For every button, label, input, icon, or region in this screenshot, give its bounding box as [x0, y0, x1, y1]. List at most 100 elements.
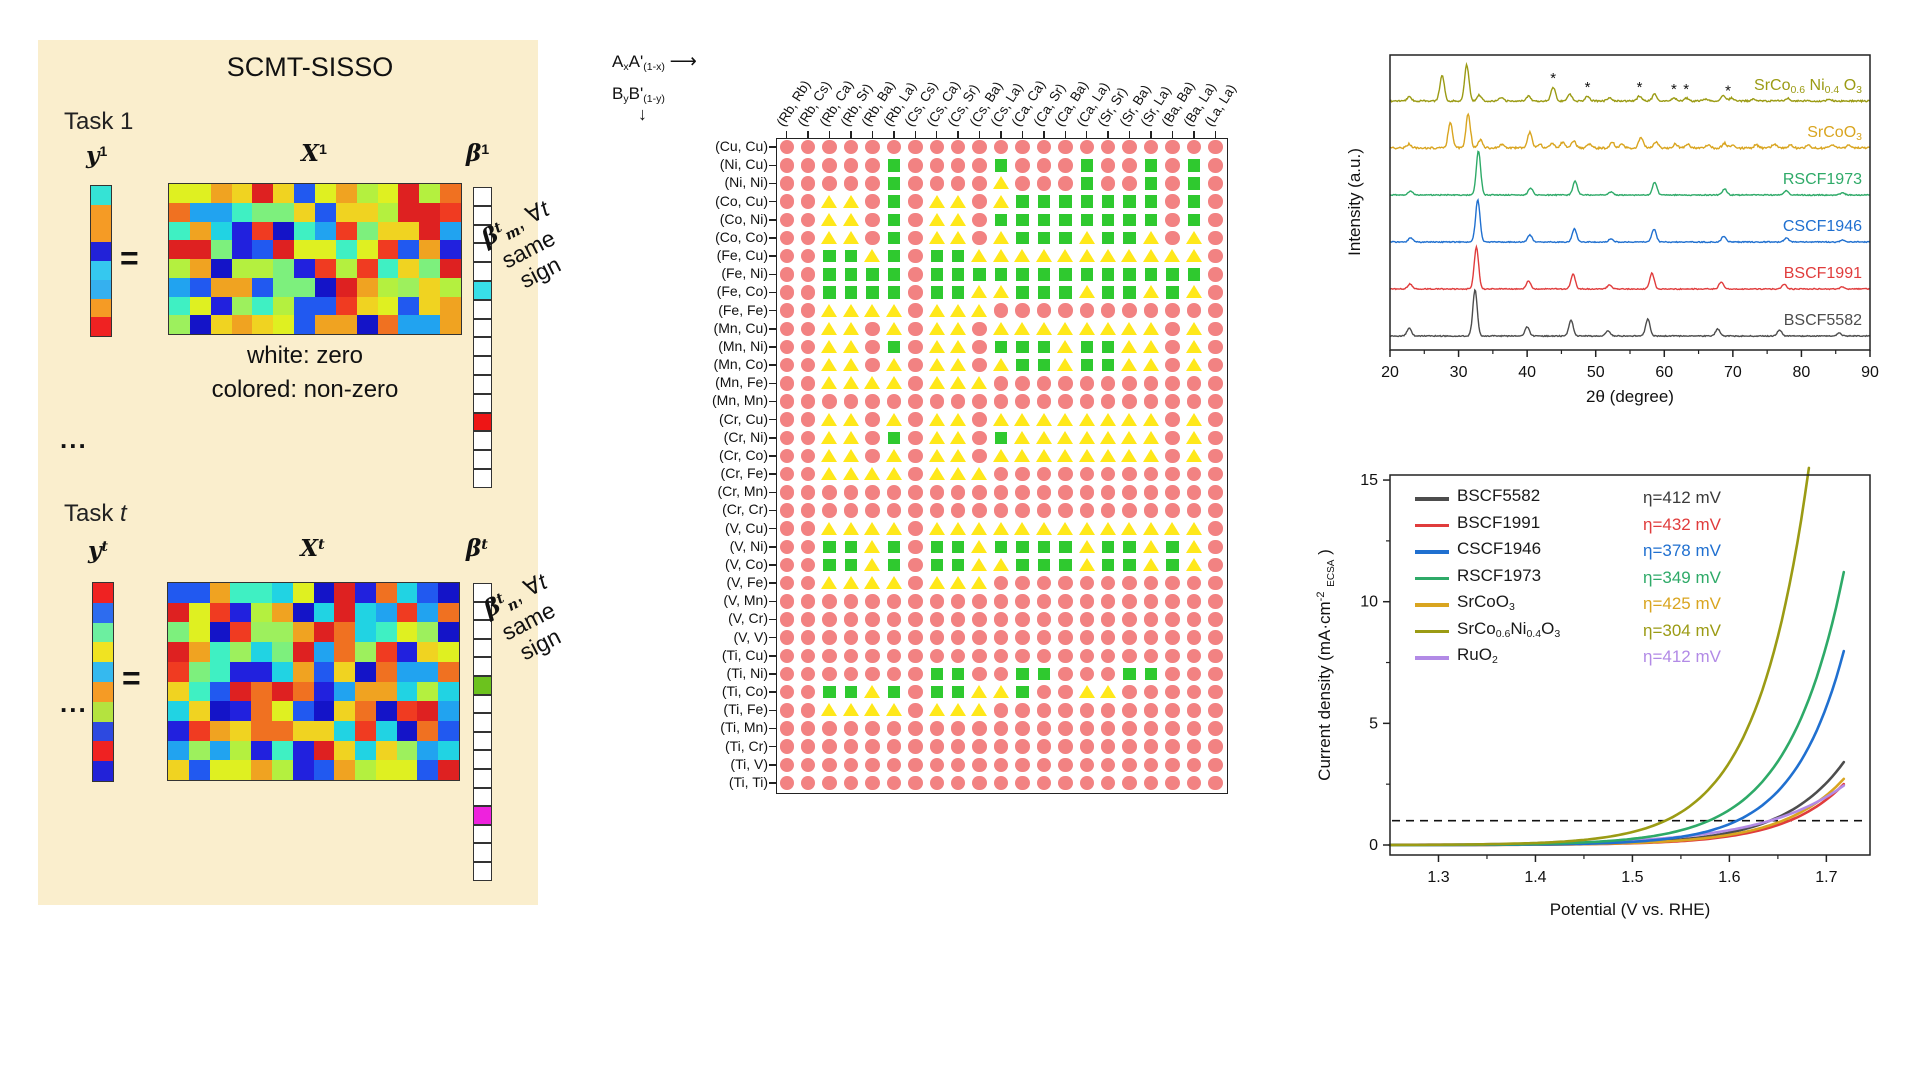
- row-tick: [769, 655, 776, 657]
- marker-red-circle: [950, 721, 966, 736]
- marker-red-circle: [908, 703, 923, 718]
- marker-green-square: [1080, 213, 1093, 227]
- marker-red-circle: [929, 775, 944, 791]
- marker-red-circle: [972, 721, 987, 736]
- beta-cell-zero: [473, 657, 492, 676]
- matrix-cell: [271, 681, 293, 702]
- matrix-cell: [188, 760, 210, 780]
- marker-red-circle: [1079, 612, 1094, 627]
- marker-yellow-triangle: [949, 339, 966, 353]
- matrix-cell: [271, 720, 293, 741]
- marker-yellow-triangle: [1185, 321, 1202, 335]
- marker-yellow-triangle: [842, 703, 859, 717]
- legend-row: SrCoO3 η=425 mV: [1415, 592, 1745, 619]
- marker-red-circle: [1079, 575, 1094, 591]
- taskt-x-matrix: [167, 582, 460, 781]
- matrix-cell: [356, 240, 378, 259]
- marker-yellow-triangle: [842, 448, 859, 462]
- marker-yellow-triangle: [1099, 430, 1116, 444]
- matrix-cell: [273, 259, 295, 278]
- beta-cell-zero: [473, 431, 492, 451]
- y-vector-cell: [93, 761, 113, 781]
- marker-red-circle: [1036, 176, 1052, 191]
- marker-green-square: [1101, 540, 1115, 554]
- marker-red-circle: [1208, 158, 1223, 173]
- marker-red-circle: [843, 757, 859, 773]
- marker-red-circle: [1122, 466, 1137, 482]
- marker-yellow-triangle: [864, 703, 881, 717]
- matrix-cell: [210, 277, 232, 297]
- marker-yellow-triangle: [928, 521, 945, 535]
- beta-cell-zero: [473, 713, 492, 732]
- marker-red-circle: [779, 321, 794, 337]
- row-tick: [769, 491, 776, 493]
- row-label: (Fe, Co): [716, 283, 768, 300]
- marker-yellow-triangle: [971, 539, 988, 553]
- legend-series-name: RSCF1973: [1457, 565, 1542, 585]
- marker-red-circle: [1208, 412, 1223, 427]
- marker-red-circle: [950, 485, 966, 500]
- marker-red-circle: [908, 485, 923, 500]
- marker-yellow-triangle: [1078, 230, 1095, 244]
- marker-red-circle: [886, 485, 902, 500]
- marker-green-square: [1144, 268, 1158, 281]
- beta-cell-zero: [473, 262, 492, 281]
- marker-red-circle: [972, 503, 987, 518]
- marker-red-circle: [1122, 594, 1137, 609]
- marker-green-square: [1187, 159, 1201, 172]
- marker-red-circle: [886, 775, 902, 791]
- xrd-series-label: BSCF1991: [1784, 265, 1862, 282]
- marker-red-circle: [1165, 412, 1180, 427]
- matrix-cell: [169, 277, 190, 297]
- matrix-cell: [419, 184, 441, 203]
- marker-yellow-triangle: [928, 576, 945, 590]
- marker-green-square: [930, 540, 943, 554]
- note-colored-nonzero: colored: non-zero: [211, 376, 399, 403]
- marker-red-circle: [908, 139, 923, 155]
- legend-overpotential: η=304 mV: [1643, 620, 1721, 640]
- marker-red-circle: [1208, 303, 1223, 318]
- marker-yellow-triangle: [928, 194, 945, 208]
- y-vector-cell: [91, 242, 111, 261]
- marker-red-circle: [972, 394, 987, 409]
- task1-equals: =: [120, 240, 139, 276]
- marker-yellow-triangle: [842, 521, 859, 535]
- matrix-cell: [377, 221, 399, 241]
- marker-green-square: [1101, 340, 1115, 354]
- marker-red-circle: [779, 303, 794, 318]
- row-tick: [769, 473, 776, 475]
- marker-green-square: [887, 558, 901, 572]
- row-label: (Mn, Cu): [713, 319, 768, 336]
- marker-red-circle: [865, 339, 880, 355]
- matrix-cell: [375, 661, 397, 682]
- marker-red-circle: [1100, 703, 1116, 718]
- marker-red-circle: [843, 648, 859, 664]
- marker-red-circle: [1165, 466, 1180, 482]
- marker-red-circle: [1100, 757, 1116, 773]
- x-tick-label: 30: [1450, 364, 1468, 381]
- row-tick: [769, 691, 776, 693]
- matrix-cell: [440, 202, 461, 222]
- marker-yellow-triangle: [1099, 448, 1116, 462]
- task1-x-matrix: [168, 183, 462, 335]
- marker-red-circle: [1015, 721, 1030, 736]
- row-tick: [769, 673, 776, 675]
- matrix-cell: [419, 259, 441, 278]
- marker-green-square: [1080, 268, 1093, 281]
- column-tick: [1171, 131, 1174, 138]
- matrix-cell: [419, 221, 441, 241]
- marker-yellow-triangle: [1142, 249, 1159, 263]
- marker-red-circle: [1015, 775, 1030, 791]
- marker-red-circle: [779, 267, 794, 282]
- marker-yellow-triangle: [1121, 521, 1138, 535]
- y-vector-cell: [93, 721, 113, 742]
- marker-red-circle: [1143, 630, 1159, 645]
- marker-red-circle: [1208, 139, 1223, 155]
- marker-red-circle: [779, 339, 794, 355]
- marker-green-square: [1123, 213, 1136, 227]
- marker-yellow-triangle: [885, 703, 902, 717]
- matrix-cell: [273, 277, 295, 297]
- marker-red-circle: [865, 321, 880, 337]
- marker-red-circle: [1058, 394, 1073, 409]
- marker-yellow-triangle: [992, 557, 1009, 571]
